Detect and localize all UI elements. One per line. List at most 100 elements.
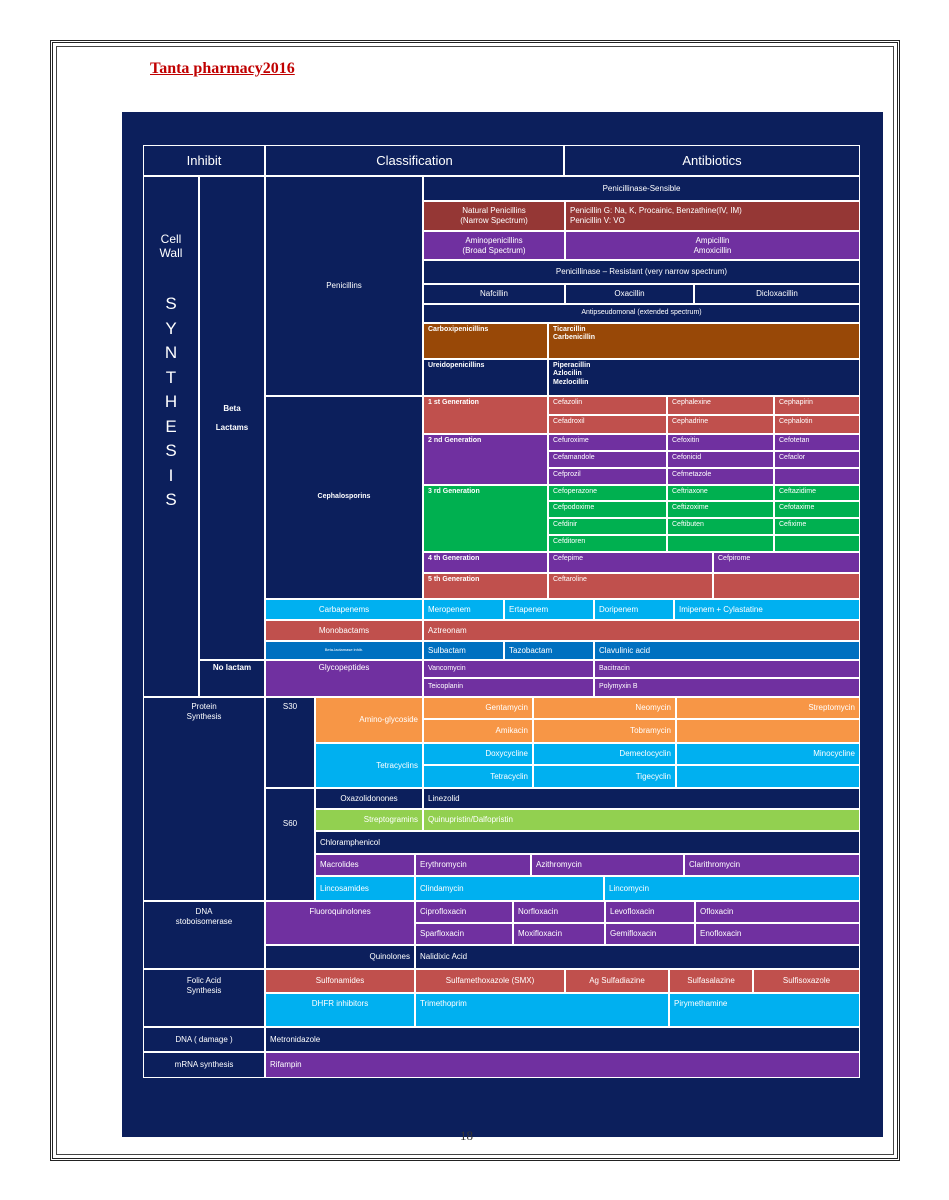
drug-cefditoren: Cefditoren (548, 535, 667, 552)
drug-cefpirome: Cefpirome (713, 552, 860, 573)
drug-clindamycin: Clindamycin (415, 876, 604, 901)
ureidopenicillins-drugs: Piperacillin Azlocilin Mezlocillin (548, 359, 860, 396)
drug-sulbactam: Sulbactam (423, 641, 504, 660)
drug-meropenem: Meropenem (423, 599, 504, 620)
drug-linezolid: Linezolid (423, 788, 860, 809)
drug-cefaclor: Cefaclor (774, 451, 860, 468)
drug-cefoxitin: Cefoxitin (667, 434, 774, 451)
drug-lincomycin: Lincomycin (604, 876, 860, 901)
chloramphenicol-label: Chloramphenicol (315, 831, 860, 854)
gen4-label: 4 th Generation (423, 552, 548, 573)
drug-cefprozil: Cefprozil (548, 468, 667, 485)
header-classification: Classification (265, 145, 564, 176)
penicillinase-resistant-header: Penicillinase – Resistant (very narrow s… (423, 260, 860, 284)
gen3-empty-cell-1 (667, 535, 774, 552)
drug-tigecyclin: Tigecyclin (533, 765, 676, 788)
drug-cefmetazole: Cefmetazole (667, 468, 774, 485)
beta-lactams-label: Beta Lactams (199, 176, 265, 660)
drug-tobramycin: Tobramycin (533, 719, 676, 743)
drug-ceftizoxime: Ceftizoxime (667, 501, 774, 518)
drug-clavulinic-acid: Clavulinic acid (594, 641, 860, 660)
tetracyclins-empty-cell (676, 765, 860, 788)
gen3-label: 3 rd Generation (423, 485, 548, 552)
drug-polymyxin-b: Polymyxin B (594, 678, 860, 697)
glycopeptides-label: Glycopeptides (265, 660, 423, 697)
dhfr-inhibitors-label: DHFR inhibitors (265, 993, 415, 1027)
drug-bacitracin: Bacitracin (594, 660, 860, 678)
synthesis-vertical: S Y N T H E S I S (164, 294, 178, 509)
carboxipenicillins-class: Carboxipenicillins (423, 323, 548, 359)
drug-cefuroxime: Cefuroxime (548, 434, 667, 451)
no-lactam-label: No lactam (199, 660, 265, 697)
gen3-empty-cell-2 (774, 535, 860, 552)
header-antibiotics: Antibiotics (564, 145, 860, 176)
aminopenicillins-drugs: Ampicillin Amoxicillin (565, 231, 860, 260)
quinolones-label: Quinolones (265, 945, 415, 969)
drug-cephapirin: Cephapirin (774, 396, 860, 415)
macrolides-label: Macrolides (315, 854, 415, 876)
drug-cefotaxime: Cefotaxime (774, 501, 860, 518)
natural-penicillins-drugs: Penicillin G: Na, K, Procainic, Benzathi… (565, 201, 860, 231)
drug-tetracyclin: Tetracyclin (423, 765, 533, 788)
page-border-outer (50, 40, 900, 1161)
tetracyclins-label: Tetracyclins (315, 743, 423, 788)
lincosamides-label: Lincosamides (315, 876, 415, 901)
gen5-label: 5 th Generation (423, 573, 548, 599)
sulfonamides-label: Sulfonamides (265, 969, 415, 993)
drug-aztreonam: Aztreonam (423, 620, 860, 641)
drug-nalidixic-acid: Nalidixic Acid (415, 945, 860, 969)
antipseudomonal-header: Antipseudomonal (extended spectrum) (423, 304, 860, 323)
drug-cefazolin: Cefazolin (548, 396, 667, 415)
ureidopenicillins-class: Ureidopenicillins (423, 359, 548, 396)
drug-imipenem-cylastatine: Imipenem + Cylastatine (674, 599, 860, 620)
penicillins-label: Penicillins (265, 176, 423, 396)
aminoglycoside-empty-cell (676, 719, 860, 743)
drug-cephalotin: Cephalotin (774, 415, 860, 434)
drug-cefoperazone: Cefoperazone (548, 485, 667, 501)
drug-ag-sulfadiazine: Ag Sulfadiazine (565, 969, 669, 993)
drug-sulfisoxazole: Sulfisoxazole (753, 969, 860, 993)
drug-ceftaroline: Ceftaroline (548, 573, 713, 599)
drug-levofloxacin: Levofloxacin (605, 901, 695, 923)
header-title: Tanta pharmacy2016 (150, 60, 295, 77)
folic-acid-synthesis-label: Folic Acid Synthesis (143, 969, 265, 1027)
dna-topoisomerase-label: DNA stoboisomerase (143, 901, 265, 969)
header-inhibit: Inhibit (143, 145, 265, 176)
drug-ofloxacin: Ofloxacin (695, 901, 860, 923)
page-border-inner (56, 46, 894, 1155)
drug-vancomycin: Vancomycin (423, 660, 594, 678)
drug-cefpodoxime: Cefpodoxime (548, 501, 667, 518)
drug-gemifloxacin: Gemifloxacin (605, 923, 695, 945)
natural-penicillins-class: Natural Penicillins (Narrow Spectrum) (423, 201, 565, 231)
aminopenicillins-class: Aminopenicillins (Broad Spectrum) (423, 231, 565, 260)
drug-doxycycline: Doxycycline (423, 743, 533, 765)
drug-ceftazidime: Ceftazidime (774, 485, 860, 501)
drug-neomycin: Neomycin (533, 697, 676, 719)
drug-demeclocyclin: Demeclocyclin (533, 743, 676, 765)
protein-synthesis-label: Protein Synthesis (143, 697, 265, 901)
drug-ertapenem: Ertapenem (504, 599, 594, 620)
s60-label: S60 (265, 788, 315, 901)
drug-amikacin: Amikacin (423, 719, 533, 743)
beta-lactamase-inhib-label: Beta-lactamase inhib. (265, 641, 423, 660)
drug-moxifloxacin: Moxifloxacin (513, 923, 605, 945)
drug-erythromycin: Erythromycin (415, 854, 531, 876)
fluoroquinolones-label: Fluoroquinolones (265, 901, 415, 945)
carboxipenicillins-drugs: Ticarcillin Carbenicillin (548, 323, 860, 359)
aminoglycoside-label: Amino-glycoside (315, 697, 423, 743)
drug-sulfasalazine: Sulfasalazine (669, 969, 753, 993)
monobactams-label: Monobactams (265, 620, 423, 641)
drug-quinupristin-dalfopristin: Quinupristin/Dalfopristin (423, 809, 860, 831)
drug-tazobactam: Tazobactam (504, 641, 594, 660)
drug-cefepime: Cefepime (548, 552, 713, 573)
drug-nafcillin: Nafcillin (423, 284, 565, 304)
oxazolidinones-label: Oxazolidonones (315, 788, 423, 809)
drug-dicloxacillin: Dicloxacillin (694, 284, 860, 304)
dna-damage-label: DNA ( damage ) (143, 1027, 265, 1052)
carbapenems-label: Carbapenems (265, 599, 423, 620)
drug-ceftriaxone: Ceftriaxone (667, 485, 774, 501)
drug-cefixime: Cefixime (774, 518, 860, 535)
drug-pirymethamine: Pirymethamine (669, 993, 860, 1027)
drug-cephadrine: Cephadrine (667, 415, 774, 434)
drug-oxacillin: Oxacillin (565, 284, 694, 304)
